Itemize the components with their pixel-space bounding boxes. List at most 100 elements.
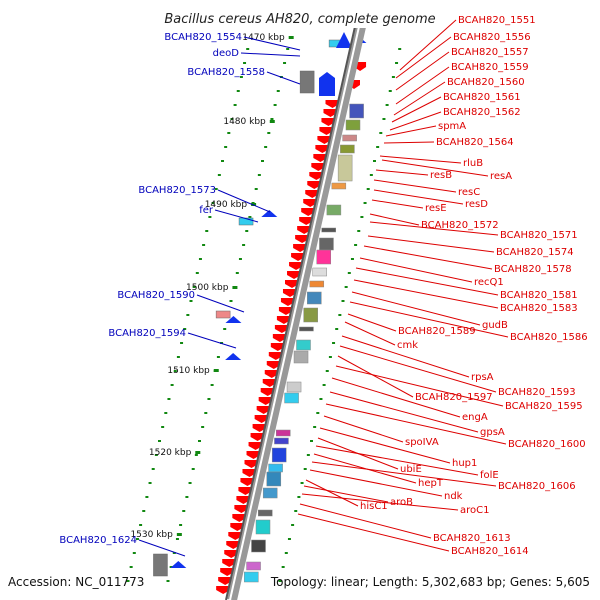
reverse-gene-label: aroB (390, 497, 413, 508)
gene-domain-block (340, 144, 355, 154)
lane-dot (142, 510, 146, 512)
reverse-gene-arrow (315, 145, 330, 153)
lane-dot (182, 510, 186, 512)
lane-dot (379, 132, 383, 134)
lane-dot (214, 188, 218, 190)
reverse-label-leader (347, 313, 397, 332)
lane-dot (245, 230, 249, 232)
reverse-gene-arrow (291, 253, 306, 261)
forward-label-leader (240, 52, 301, 57)
lane-dot (129, 566, 133, 568)
gene-domain-block (345, 119, 361, 131)
reverse-gene-label: cmk (397, 340, 418, 351)
reverse-gene-arrow (305, 190, 320, 198)
gene-domain-block (255, 519, 271, 535)
reverse-gene-label: BCAH820_1559 (451, 62, 529, 73)
lane-dot (154, 454, 158, 456)
reverse-gene-arrow (222, 559, 237, 567)
lane-dot (261, 160, 264, 162)
scale-label: 1480 kbp (223, 117, 266, 127)
reverse-gene-arrow (238, 487, 253, 495)
reverse-gene-label: BCAH820_1564 (436, 137, 514, 148)
lane-dot (172, 552, 176, 554)
lane-dot (322, 384, 326, 386)
gene-domain-block (276, 429, 291, 437)
reverse-label-leader (329, 391, 479, 433)
reverse-gene-arrow (226, 541, 241, 549)
scale-tick (176, 533, 182, 536)
genome-axis: 1470 kbp 1480 kbp 1490 kbp 1500 kbp 1510 kbp… (130, 18, 368, 600)
gene-domain-block (286, 381, 302, 393)
gene-domain-block (251, 539, 266, 553)
reverse-gene-label: aroC1 (460, 505, 489, 516)
lane-dot (354, 244, 358, 246)
reverse-gene-label: hepT (418, 478, 444, 489)
lane-dot (281, 566, 285, 568)
gene-domain-block (319, 237, 334, 251)
lane-dot (294, 510, 298, 512)
forward-gene-block (299, 70, 315, 94)
lane-dot (229, 300, 233, 302)
lane-dot (210, 384, 214, 386)
reverse-gene-arrow (299, 217, 314, 225)
gene-domain-block (326, 204, 342, 216)
axis-highlight (229, 19, 362, 600)
lane-dot (276, 90, 280, 92)
lane-dot (170, 384, 174, 386)
lane-dot (357, 230, 361, 232)
lane-dot (391, 76, 395, 78)
lane-dot (233, 104, 237, 106)
reverse-gene-arrow (234, 505, 249, 513)
forward-gene-block (153, 553, 168, 577)
lane-dot (238, 258, 242, 260)
axis-band (227, 18, 368, 600)
reverse-gene-arrow (303, 199, 318, 207)
reverse-label-leader (305, 479, 359, 507)
lane-dot (300, 482, 304, 484)
lane-dot (243, 62, 247, 64)
reverse-gene-arrow (236, 496, 251, 504)
forward-label-leader (196, 294, 245, 313)
forward-gene-label: BCAH820_1594 (108, 328, 186, 339)
reverse-gene-label: BCAH820_1614 (451, 546, 529, 557)
reverse-gene-arrow (289, 262, 304, 270)
lane-dot (202, 244, 206, 246)
lane-dot (385, 104, 389, 106)
scale-label: 1490 kbp (205, 200, 248, 210)
reverse-label-leader (383, 141, 435, 144)
reverse-gene-label: BCAH820_1561 (443, 92, 521, 103)
scale-tick (251, 203, 257, 206)
reverse-label-leader (351, 291, 481, 326)
reverse-gene-arrow (256, 406, 271, 414)
lane-dot (382, 118, 386, 120)
reverse-gene-arrow (252, 424, 267, 432)
reverse-gene-label: hup1 (452, 458, 477, 469)
reverse-gene-label: BCAH820_1574 (496, 247, 574, 258)
lane-dot (376, 146, 380, 148)
reverse-label-leader (355, 267, 499, 296)
forward-gene-block (238, 217, 254, 226)
lane-dot (328, 356, 332, 358)
reverse-gene-label: folE (480, 470, 499, 481)
reverse-gene-label: BCAH820_1551 (458, 15, 536, 26)
reverse-gene-arrow (218, 577, 233, 585)
lane-dot (373, 160, 376, 162)
lane-dot (344, 286, 348, 288)
reverse-label-leader (393, 81, 446, 116)
reverse-gene-label: BCAH820_1597 (415, 392, 493, 403)
reverse-gene-arrow (248, 442, 263, 450)
lane-dot (176, 356, 180, 358)
reverse-gene-arrow (254, 415, 269, 423)
lane-dot (347, 272, 351, 274)
lane-dot (148, 482, 152, 484)
lane-dot (388, 90, 392, 92)
forward-label-leader (217, 189, 271, 213)
lane-dot (246, 48, 250, 50)
reverse-label-leader (311, 461, 497, 487)
lane-dot (283, 62, 287, 64)
lane-dot (264, 146, 268, 148)
reverse-gene-arrow (285, 280, 299, 288)
reverse-gene-label: BCAH820_1560 (447, 77, 525, 88)
reverse-gene-arrow (311, 163, 326, 171)
reverse-gene-label: ndk (444, 491, 463, 502)
